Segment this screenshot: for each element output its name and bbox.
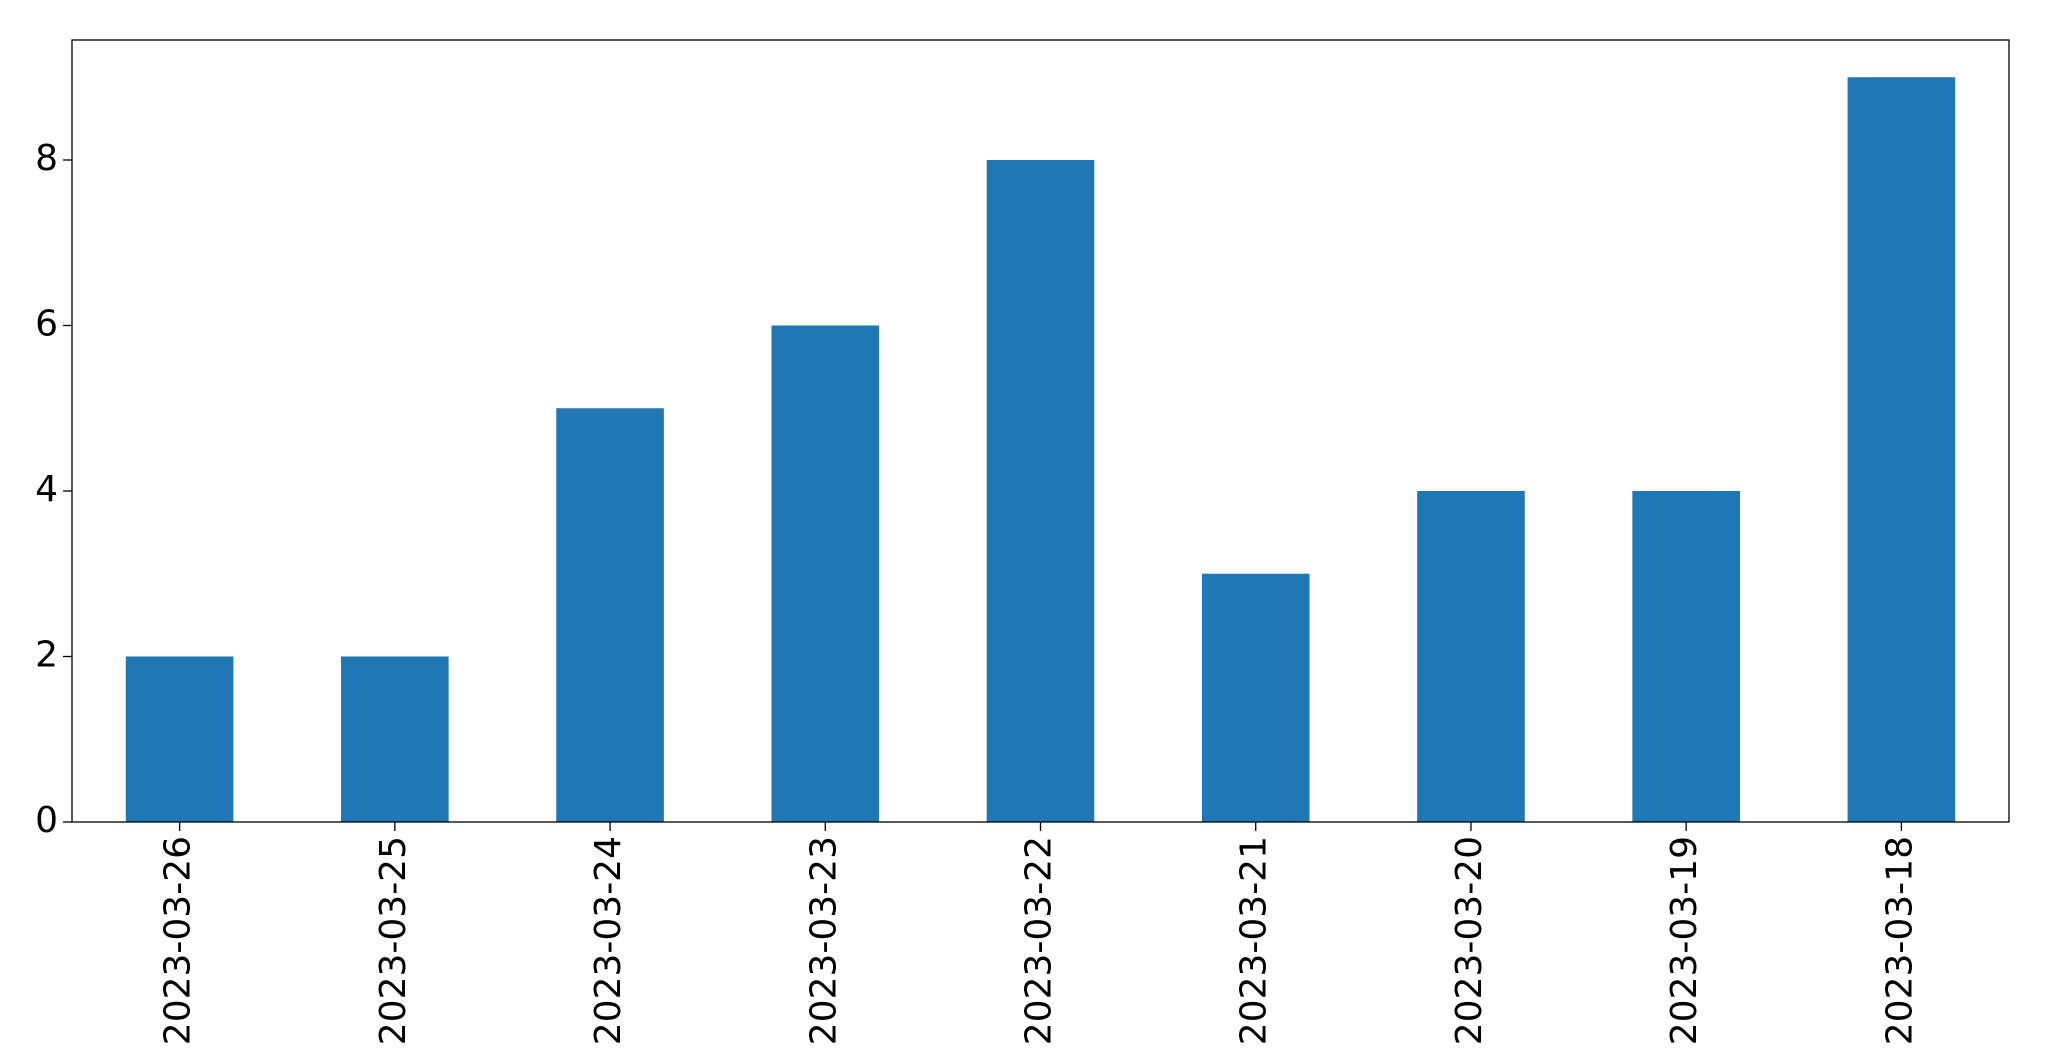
x-tick-label: 2023-03-21 [1234, 836, 1275, 1045]
y-tick-label: 8 [35, 138, 58, 179]
y-tick-label: 2 [35, 634, 58, 675]
bar [1201, 573, 1310, 822]
x-tick-label: 2023-03-19 [1664, 836, 1705, 1045]
y-tick-label: 4 [35, 469, 58, 510]
bar [986, 159, 1095, 823]
x-tick-label: 2023-03-26 [158, 836, 199, 1045]
bar [1847, 77, 1956, 822]
bar [125, 656, 234, 822]
y-tick-label: 6 [35, 303, 58, 344]
x-tick-label: 2023-03-25 [373, 836, 414, 1045]
bar [1632, 490, 1740, 822]
x-tick-label: 2023-03-22 [1019, 836, 1060, 1045]
x-tick-label: 2023-03-20 [1449, 836, 1490, 1045]
x-tick-label: 2023-03-23 [803, 836, 844, 1045]
plot-frame [71, 39, 2010, 823]
bar [341, 656, 449, 822]
bar [556, 408, 664, 822]
bar [771, 325, 880, 822]
x-tick-label: 2023-03-24 [588, 836, 629, 1045]
bar [1417, 490, 1525, 822]
x-tick-label: 2023-03-18 [1879, 836, 1920, 1045]
y-tick-label: 0 [35, 800, 58, 841]
